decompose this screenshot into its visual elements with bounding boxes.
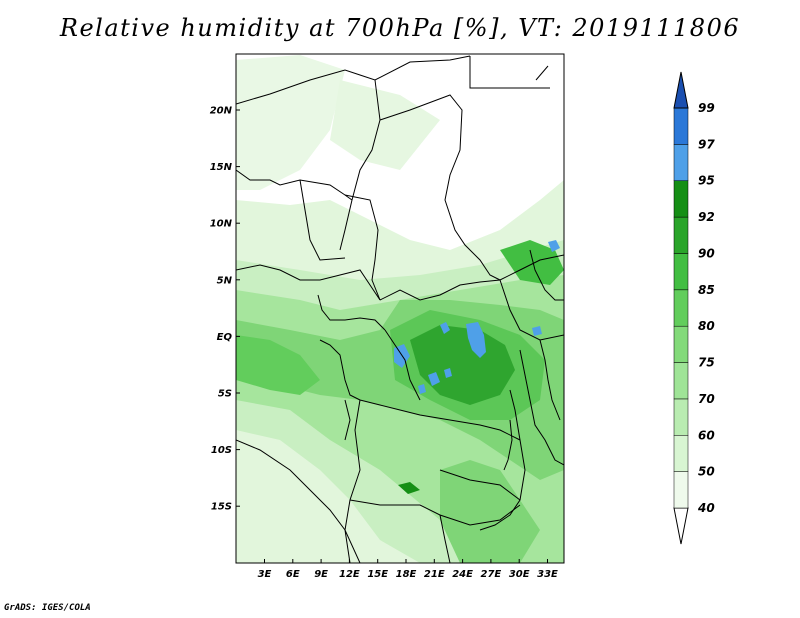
colorbar-label: 97 [698, 137, 715, 151]
colorbar-low-arrow [673, 507, 689, 545]
humidity-region-95 [428, 372, 440, 386]
lon-tick-label: 30E [509, 569, 530, 580]
colorbar-label: 75 [698, 356, 715, 370]
lat-tick-label: 5S [218, 389, 232, 400]
colorbar-segment [673, 216, 689, 254]
lon-tick-label: 3E [258, 569, 272, 580]
colorbar-label: 85 [698, 283, 715, 297]
humidity-region-95 [532, 326, 542, 336]
humidity-region-95 [444, 368, 452, 378]
longitude-axis: 3E 6E 9E 12E 15E 18E 21E 24E 27E 30E 33E [258, 559, 558, 580]
colorbar: 40 50 60 70 75 80 85 90 92 95 97 99 [673, 71, 715, 545]
humidity-region-95 [466, 322, 486, 358]
humidity-region-95 [418, 384, 426, 394]
colorbar-segment [673, 107, 689, 145]
humidity-region-80 [440, 460, 540, 563]
lat-tick-label: 20N [210, 106, 233, 117]
colorbar-segment [673, 471, 689, 509]
colorbar-segment [673, 180, 689, 218]
colorbar-label: 99 [698, 101, 715, 115]
colorbar-segment [673, 253, 689, 291]
lon-tick-label: 6E [286, 569, 300, 580]
colorbar-segment [673, 435, 689, 472]
lon-tick-label: 27E [481, 569, 502, 580]
lon-tick-label: 33E [537, 569, 558, 580]
colorbar-segment [673, 289, 689, 327]
lon-tick-label: 21E [424, 569, 445, 580]
colorbar-segment [673, 398, 689, 436]
lon-tick-label: 15E [367, 569, 388, 580]
lon-tick-label: 18E [396, 569, 417, 580]
humidity-region-90 [410, 325, 515, 405]
colorbar-label: 40 [697, 501, 715, 515]
lon-tick-label: 12E [339, 569, 360, 580]
colorbar-label: 50 [698, 465, 715, 479]
map-frame [235, 53, 565, 564]
lat-tick-label: 10N [210, 219, 233, 230]
colorbar-segment [673, 325, 689, 363]
colorbar-label: 80 [698, 319, 715, 333]
colorbar-label: 92 [698, 210, 715, 224]
humidity-region-95 [440, 322, 450, 334]
humidity-region-95 [548, 240, 560, 252]
humidity-region-92 [398, 482, 420, 494]
lon-tick-label: 9E [314, 569, 328, 580]
colorbar-high-arrow [673, 71, 689, 109]
humidity-region-85 [236, 335, 320, 395]
colorbar-segment [673, 362, 689, 400]
colorbar-label: 90 [698, 246, 715, 260]
colorbar-label: 60 [698, 428, 715, 442]
humidity-region-40 [236, 55, 345, 190]
latitude-axis: 20N 15N 10N 5N EQ 5S 10S 15S [210, 106, 240, 513]
humidity-region-40 [330, 80, 440, 170]
lat-tick-label: 5N [217, 275, 233, 286]
lat-tick-label: EQ [217, 332, 233, 343]
humidity-region-85 [500, 240, 564, 285]
lat-tick-label: 10S [211, 445, 232, 456]
country-borders [236, 55, 564, 563]
colorbar-label: 70 [698, 392, 715, 406]
lon-tick-label: 24E [452, 569, 473, 580]
colorbar-label: 95 [698, 174, 715, 188]
lat-tick-label: 15S [211, 502, 232, 513]
map-panel [235, 53, 565, 564]
map-title: Relative humidity at 700hPa [%], VT: 201… [59, 14, 741, 42]
grads-credit: GrADS: IGES/COLA [4, 603, 91, 613]
colorbar-segment [673, 144, 689, 181]
humidity-field [236, 55, 564, 563]
lat-tick-label: 15N [210, 162, 233, 173]
